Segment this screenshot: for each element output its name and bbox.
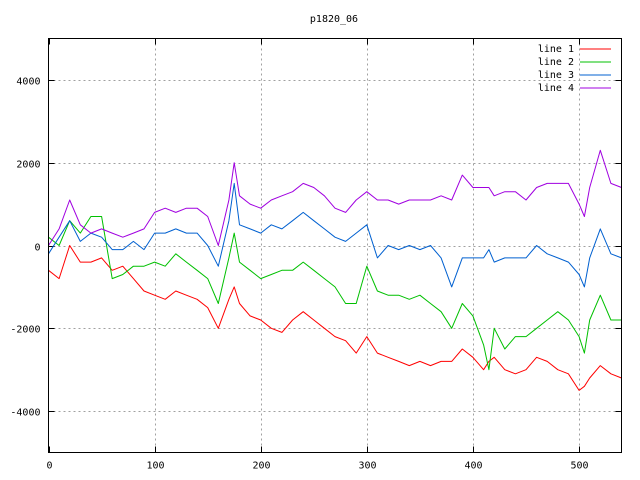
- legend: line 1 line 2 line 3 line 4: [538, 44, 611, 94]
- series-line-2: [48, 216, 622, 371]
- x-tick-label: 100: [146, 461, 164, 472]
- y-tick-label: -2000: [10, 325, 40, 336]
- series-line-3: [48, 182, 622, 288]
- legend-label: line 1: [538, 44, 574, 55]
- y-tick-label: -4000: [10, 408, 40, 419]
- x-tick-label: 500: [570, 461, 588, 472]
- legend-label: line 2: [538, 57, 574, 68]
- series-line-4: [48, 149, 622, 246]
- legend-label: line 3: [538, 70, 574, 81]
- x-tick-label: 0: [46, 461, 52, 472]
- y-tick-label: 4000: [16, 77, 40, 88]
- grid: [48, 38, 622, 453]
- axis-ticks: 0 100 200 300 400 500 -4000 -2000 0 2000 4000: [10, 38, 622, 472]
- x-tick-label: 300: [358, 461, 376, 472]
- series-group: [48, 149, 622, 391]
- x-tick-label: 400: [464, 461, 482, 472]
- chart-title: p1820_06: [310, 14, 358, 25]
- series-line-1: [48, 245, 622, 391]
- x-tick-label: 200: [252, 461, 270, 472]
- y-tick-label: 0: [34, 243, 40, 254]
- legend-label: line 4: [538, 83, 574, 94]
- plot-frame: [48, 38, 622, 453]
- y-tick-label: 2000: [16, 160, 40, 171]
